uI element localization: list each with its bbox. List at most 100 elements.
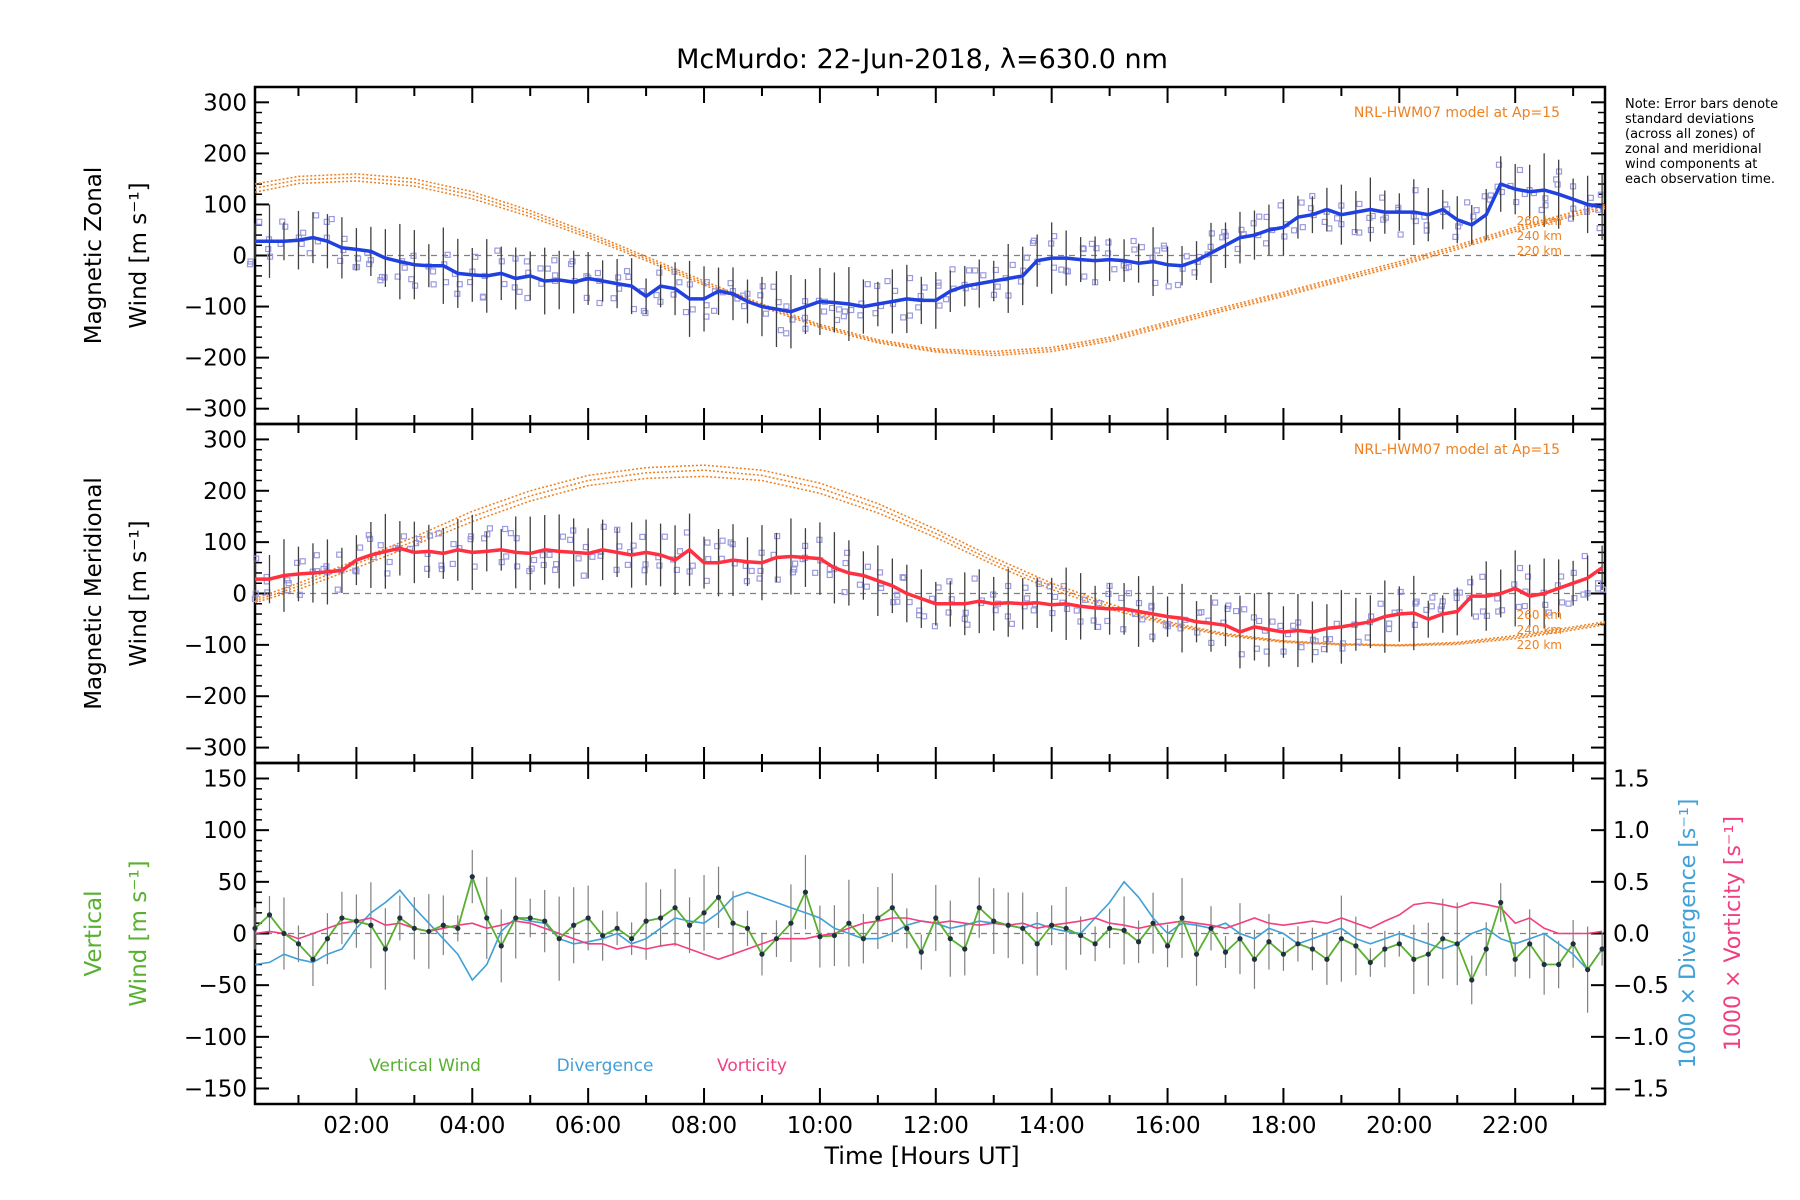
zone-point-meridional xyxy=(1269,618,1276,625)
vertical-wind-point xyxy=(817,934,823,940)
vertical-wind-point xyxy=(1425,951,1431,957)
zone-point-meridional xyxy=(1571,595,1578,602)
y-tick-label-meridional: 100 xyxy=(203,530,247,556)
zone-point-zonal xyxy=(366,260,373,268)
vertical-wind-point xyxy=(962,946,968,952)
zone-point-meridional xyxy=(1483,612,1491,619)
vertical-wind-point xyxy=(1440,936,1446,942)
zone-point-zonal xyxy=(247,258,254,265)
zone-point-zonal xyxy=(864,281,871,288)
zone-point-zonal xyxy=(408,276,415,283)
zone-point-meridional xyxy=(253,555,260,562)
zone-point-meridional xyxy=(1453,589,1460,596)
zone-point-zonal xyxy=(1596,225,1603,232)
zone-point-zonal xyxy=(1238,226,1245,233)
zone-point-zonal xyxy=(1030,237,1038,244)
legend-vorticity: Vorticity xyxy=(717,1056,787,1076)
zone-point-zonal xyxy=(610,295,617,302)
vertical-wind-point xyxy=(672,905,678,911)
zone-point-zonal xyxy=(1481,193,1488,200)
zone-point-meridional xyxy=(540,561,547,569)
right-axis-label-vorticity: 1000 × Vorticity [s⁻¹] xyxy=(1721,816,1746,1051)
zone-point-zonal xyxy=(971,267,979,274)
zone-point-zonal xyxy=(891,287,899,294)
vertical-wind-point xyxy=(1237,936,1243,942)
zone-point-zonal xyxy=(1277,202,1284,209)
vertical-wind-point xyxy=(744,925,751,931)
zone-point-meridional xyxy=(575,555,582,562)
vertical-wind-point xyxy=(1222,949,1229,955)
vertical-wind-point xyxy=(498,943,504,949)
zone-point-zonal xyxy=(682,308,690,316)
zone-point-zonal xyxy=(1470,213,1477,220)
vertical-wind-point xyxy=(904,925,910,931)
zone-point-meridional xyxy=(377,542,384,549)
zone-point-meridional xyxy=(285,580,292,587)
zone-point-meridional xyxy=(1035,580,1042,587)
zone-point-meridional xyxy=(1105,590,1112,597)
zone-point-meridional xyxy=(284,586,291,594)
zone-point-zonal xyxy=(1597,191,1605,198)
zone-point-zonal xyxy=(1174,281,1182,289)
zone-point-meridional xyxy=(864,563,872,570)
zone-point-zonal xyxy=(783,303,790,310)
vertical-wind-point xyxy=(831,932,837,939)
zone-point-meridional xyxy=(1148,602,1155,609)
vertical-wind-point xyxy=(1092,941,1098,947)
vertical-wind-point xyxy=(411,925,417,931)
zone-point-meridional xyxy=(906,598,913,606)
zone-point-zonal xyxy=(352,263,359,271)
zone-point-meridional xyxy=(1479,608,1487,615)
zone-point-meridional xyxy=(948,596,955,603)
vertical-wind-point xyxy=(353,918,359,924)
zone-point-meridional xyxy=(1397,588,1404,596)
zone-point-zonal xyxy=(337,257,344,265)
zone-point-meridional xyxy=(1494,595,1501,602)
zone-point-zonal xyxy=(1017,278,1025,285)
zone-point-zonal xyxy=(1154,247,1161,254)
chart-title: McMurdo: 22-Jun-2018, λ=630.0 nm xyxy=(676,44,1168,75)
vertical-wind-point xyxy=(643,918,649,924)
zone-point-meridional xyxy=(426,532,434,539)
zone-point-zonal xyxy=(1281,233,1288,240)
model-label-zonal: NRL-HWM07 model at Ap=15 xyxy=(1354,105,1560,121)
zone-point-meridional xyxy=(416,535,423,543)
vertical-wind-point xyxy=(310,956,316,962)
zone-point-meridional xyxy=(748,567,755,575)
zone-point-meridional xyxy=(1241,606,1248,613)
zone-point-zonal xyxy=(1256,213,1263,220)
zone-point-zonal xyxy=(884,278,891,285)
zone-point-zonal xyxy=(770,283,777,290)
vertical-wind-point xyxy=(1295,941,1301,947)
vertical-wind-point xyxy=(484,915,490,921)
right-y-tick-label: 0.5 xyxy=(1613,870,1650,896)
zone-point-meridional xyxy=(530,556,538,564)
model-label-meridional: NRL-HWM07 model at Ap=15 xyxy=(1354,442,1560,458)
zone-point-meridional xyxy=(1438,603,1446,610)
zone-point-zonal xyxy=(935,279,942,286)
vertical-wind-point xyxy=(600,932,606,939)
zone-point-meridional xyxy=(661,533,668,540)
zone-point-zonal xyxy=(1473,207,1480,214)
right-axis-label-divergence: 1000 × Divergence [s⁻¹] xyxy=(1676,799,1701,1069)
zone-point-zonal xyxy=(524,294,531,302)
zone-point-zonal xyxy=(906,274,914,282)
x-tick-label: 02:00 xyxy=(323,1113,389,1139)
zone-point-zonal xyxy=(429,268,437,275)
x-tick-label: 16:00 xyxy=(1134,1113,1200,1139)
zone-point-meridional xyxy=(964,621,971,628)
vertical-wind-point xyxy=(788,920,794,926)
zone-point-zonal xyxy=(1587,194,1594,201)
zone-point-zonal xyxy=(1382,214,1389,221)
zone-point-meridional xyxy=(467,533,475,540)
zone-point-zonal xyxy=(1111,266,1118,273)
y-axis-label-zonal-line2: Wind [m s⁻¹] xyxy=(126,182,152,328)
zone-point-zonal xyxy=(994,283,1001,290)
x-tick-label: 20:00 xyxy=(1366,1113,1432,1139)
zone-point-zonal xyxy=(1208,230,1215,237)
zone-point-zonal xyxy=(279,218,286,225)
zone-point-zonal xyxy=(943,296,950,303)
zone-point-zonal xyxy=(516,288,523,295)
zone-point-zonal xyxy=(494,247,501,254)
right-y-tick-label: −1.5 xyxy=(1613,1077,1669,1103)
